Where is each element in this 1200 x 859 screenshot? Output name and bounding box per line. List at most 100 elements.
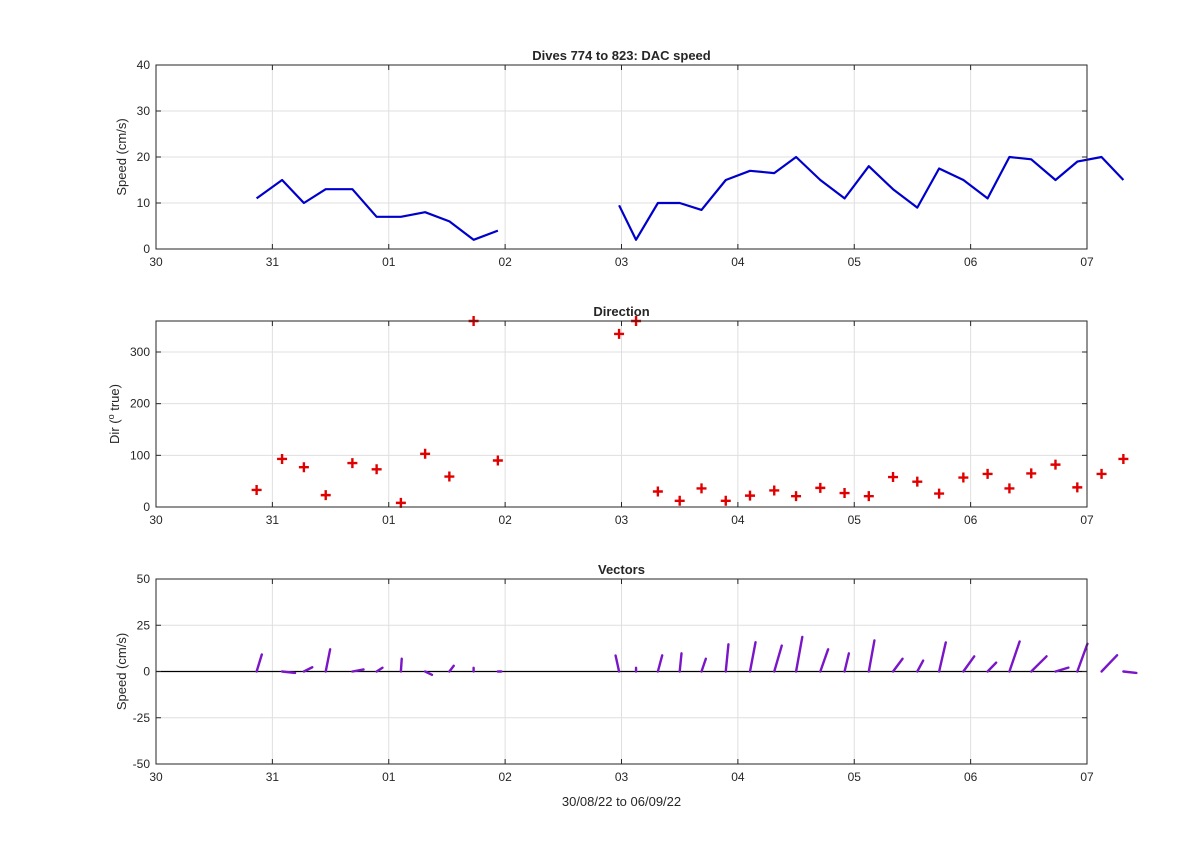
direction-marker-5 bbox=[347, 458, 358, 469]
x-tick-label: 05 bbox=[848, 255, 862, 269]
vector-7 bbox=[399, 657, 403, 673]
x-tick-label: 30 bbox=[149, 255, 163, 269]
direction-marker-1 bbox=[251, 484, 262, 495]
vector-27 bbox=[962, 655, 976, 673]
direction-marker-32 bbox=[1072, 482, 1083, 493]
vector-33 bbox=[1100, 654, 1119, 673]
direction-marker-23 bbox=[863, 491, 874, 502]
vector-32 bbox=[1076, 642, 1089, 673]
x-tick-label: 30 bbox=[149, 513, 163, 527]
x-tick-label: 31 bbox=[266, 255, 280, 269]
panel-2: 30 31 01 02 03 04 05 06 07 0 100 200 300 Direction Dir… bbox=[106, 304, 1129, 527]
x-axis-label: 30/08/22 to 06/09/22 bbox=[562, 794, 681, 809]
y-tick-label: 30 bbox=[137, 104, 151, 118]
speed-line-segment-2 bbox=[618, 155, 1125, 241]
x-tick-label: 01 bbox=[382, 770, 396, 784]
x-tick-label: 02 bbox=[498, 770, 512, 784]
y-tick-label: -25 bbox=[133, 711, 151, 725]
y-tick-label: 0 bbox=[143, 500, 150, 514]
panel-title: Direction bbox=[593, 304, 649, 319]
vector-25 bbox=[916, 659, 925, 673]
x-tick-label: 07 bbox=[1080, 770, 1094, 784]
direction-marker-33 bbox=[1096, 468, 1107, 479]
direction-marker-21 bbox=[815, 482, 826, 493]
x-tick-label: 31 bbox=[266, 513, 280, 527]
vector-20 bbox=[794, 635, 804, 673]
vector-34 bbox=[1122, 670, 1138, 675]
vector-6 bbox=[375, 666, 384, 673]
x-tick-label: 03 bbox=[615, 770, 629, 784]
x-tick-label: 04 bbox=[731, 513, 745, 527]
vector-28 bbox=[986, 661, 998, 673]
direction-marker-30 bbox=[1026, 468, 1037, 479]
vector-4 bbox=[324, 648, 332, 673]
vector-12 bbox=[614, 654, 621, 673]
y-tick-label: 0 bbox=[143, 665, 150, 679]
y-tick-label: 200 bbox=[130, 397, 150, 411]
y-axis-label: Speed (cm/s) bbox=[114, 633, 129, 710]
vector-17 bbox=[724, 643, 730, 673]
y-axis-label: Speed (cm/s) bbox=[114, 118, 129, 195]
direction-marker-2 bbox=[277, 453, 288, 464]
x-tick-label: 03 bbox=[615, 513, 629, 527]
x-tick-label: 07 bbox=[1080, 513, 1094, 527]
x-tick-label: 03 bbox=[615, 255, 629, 269]
direction-marker-14 bbox=[652, 486, 663, 497]
x-tick-label: 07 bbox=[1080, 255, 1094, 269]
y-tick-label: 100 bbox=[130, 448, 150, 462]
x-tick-label: 01 bbox=[382, 513, 396, 527]
panel-1: 30 31 01 02 03 04 05 06 07 0 10 20 30 40 Dives 774 to … bbox=[114, 48, 1125, 269]
direction-marker-8 bbox=[420, 448, 431, 459]
vector-26 bbox=[937, 641, 947, 673]
x-tick-label: 05 bbox=[848, 513, 862, 527]
x-tick-label: 06 bbox=[964, 770, 978, 784]
speed-line-segment-1 bbox=[255, 178, 499, 241]
x-tick-label: 01 bbox=[382, 255, 396, 269]
vector-14 bbox=[656, 654, 664, 673]
vector-22 bbox=[843, 652, 851, 673]
direction-marker-31 bbox=[1050, 459, 1061, 470]
y-tick-label: 50 bbox=[137, 572, 151, 586]
vector-18 bbox=[748, 641, 757, 673]
y-tick-label: 300 bbox=[130, 345, 150, 359]
vector-15 bbox=[678, 652, 683, 673]
direction-marker-20 bbox=[791, 491, 802, 502]
direction-marker-25 bbox=[912, 476, 923, 487]
vector-23 bbox=[867, 639, 876, 673]
vector-5 bbox=[351, 668, 365, 673]
direction-marker-19 bbox=[769, 485, 780, 496]
y-tick-label: -50 bbox=[133, 757, 151, 771]
x-tick-label: 30 bbox=[149, 770, 163, 784]
direction-marker-12 bbox=[614, 328, 625, 339]
panel-title: Vectors bbox=[598, 562, 645, 577]
vector-30 bbox=[1030, 655, 1048, 673]
direction-marker-29 bbox=[1004, 483, 1015, 494]
vector-16 bbox=[700, 657, 708, 673]
panel-3: 30 31 01 02 03 04 05 06 07 -50 -25 0 25 50 Vectors Spee… bbox=[114, 562, 1138, 784]
direction-marker-6 bbox=[371, 464, 382, 475]
x-tick-label: 06 bbox=[964, 255, 978, 269]
y-tick-label: 10 bbox=[137, 196, 151, 210]
x-tick-label: 06 bbox=[964, 513, 978, 527]
x-tick-label: 02 bbox=[498, 513, 512, 527]
direction-marker-28 bbox=[982, 468, 993, 479]
vector-9 bbox=[448, 664, 455, 673]
vector-21 bbox=[819, 648, 830, 673]
direction-marker-18 bbox=[744, 490, 755, 501]
direction-marker-22 bbox=[839, 488, 850, 499]
vector-2 bbox=[280, 670, 297, 675]
vector-24 bbox=[891, 657, 904, 673]
vector-31 bbox=[1054, 666, 1070, 673]
direction-marker-15 bbox=[674, 495, 685, 506]
x-tick-label: 05 bbox=[848, 770, 862, 784]
y-tick-label: 20 bbox=[137, 150, 151, 164]
vector-8 bbox=[423, 670, 434, 677]
y-tick-label: 25 bbox=[137, 618, 151, 632]
direction-marker-24 bbox=[888, 472, 899, 483]
x-tick-label: 04 bbox=[731, 255, 745, 269]
vector-19 bbox=[773, 644, 783, 673]
y-axis-label-part: true) bbox=[107, 384, 122, 414]
direction-marker-27 bbox=[958, 472, 969, 483]
x-tick-label: 31 bbox=[266, 770, 280, 784]
